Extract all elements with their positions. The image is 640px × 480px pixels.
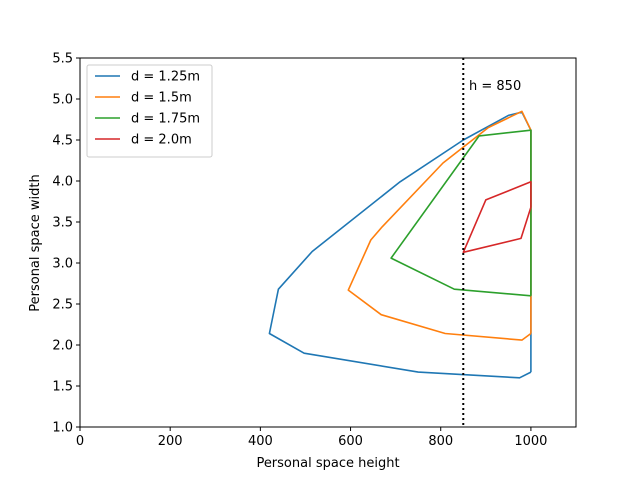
x-tick-label: 800	[428, 434, 453, 449]
x-tick-label: 0	[76, 434, 84, 449]
y-tick-label: 3.5	[52, 216, 73, 231]
series-line-2	[347, 110, 532, 341]
legend-entry-label: d = 1.25m	[131, 70, 200, 85]
x-tick-label: 600	[338, 434, 363, 449]
legend-entry-label: d = 1.5m	[131, 91, 192, 106]
y-tick-label: 5.0	[52, 93, 73, 108]
y-tick-label: 1.0	[52, 421, 73, 436]
y-tick-label: 4.0	[52, 175, 73, 190]
x-tick-label: 200	[158, 434, 183, 449]
legend: d = 1.25m d = 1.5m d = 1.75m d = 2.0m	[86, 64, 213, 158]
axes-frame	[79, 57, 577, 428]
y-tick-label: 2.5	[52, 298, 73, 313]
y-tick-label: 5.5	[52, 52, 73, 67]
x-axis-label: Personal space height	[256, 456, 399, 471]
legend-entry-label: d = 2.0m	[131, 133, 192, 148]
legend-entry-label: d = 1.75m	[131, 112, 200, 127]
x-tick-label: 1000	[514, 434, 547, 449]
y-tick-label: 2.0	[52, 339, 73, 354]
plot-area	[268, 58, 532, 427]
y-tick-label: 1.5	[52, 380, 73, 395]
y-axis-label: Personal space width	[28, 174, 43, 312]
axes: 0 200 400 600 800 1000 1.0 1.5 2.0 2.5 3.0 3.5 4.0 4.…	[52, 52, 577, 449]
x-tick-label: 400	[248, 434, 273, 449]
legend-box	[86, 64, 213, 158]
y-tick-label: 3.0	[52, 257, 73, 272]
series-line-4	[462, 181, 532, 254]
series-line-3	[390, 129, 532, 297]
reference-line-label: h = 850	[469, 79, 521, 94]
y-tick-label: 4.5	[52, 134, 73, 149]
